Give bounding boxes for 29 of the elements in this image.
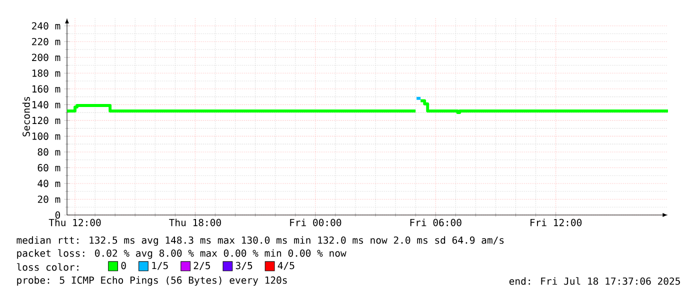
legend-label: 2/5 <box>194 262 210 270</box>
y-tick-label: 20 m <box>38 196 60 203</box>
y-tick-label: 0 <box>55 211 60 219</box>
text: end: Fri Jul 18 17:37:06 2025 <box>509 277 680 285</box>
text: median rtt: 132.5 ms avg 148.3 ms max 130.0 ms min 132.0 ms now 2.0 ms sd 64.9 am/s <box>16 236 504 246</box>
legend-label: 0 <box>121 262 126 270</box>
y-tick-label: 220 m <box>32 38 60 46</box>
legend-label: 3/5 <box>236 262 252 270</box>
y-tick-label: 120 m <box>32 116 60 124</box>
y-tick-label: 60 m <box>38 164 60 172</box>
y-tick-label: 80 m <box>38 148 60 156</box>
y-tick-label: 200 m <box>32 54 60 62</box>
y-tick-label: 40 m <box>38 180 60 188</box>
legend-label: 4/5 <box>278 262 294 270</box>
text: probe: 5 ICMP Echo Pings (56 Bytes) every 120s <box>17 276 287 286</box>
y-tick-label: 100 m <box>32 132 60 140</box>
y-tick-label: 180 m <box>32 69 60 77</box>
y-tick-label: 160 m <box>32 85 60 93</box>
x-tick-label: Fri 06:00 <box>410 218 462 226</box>
x-tick-label: Fri 00:00 <box>290 218 342 226</box>
x-tick-label: Fri 12:00 <box>530 218 582 226</box>
legend-title: loss color: <box>17 263 78 271</box>
x-tick-label: Thu 12:00 <box>48 218 101 226</box>
text: packet loss: 0.02 % avg 8.00 % max 0.00 % min 0.00 % now <box>17 249 346 259</box>
y-tick-label: 240 m <box>32 22 60 30</box>
y-axis-title: Seconds <box>22 96 30 136</box>
y-tick-label: 140 m <box>32 101 60 108</box>
legend-label: 1/5 <box>152 262 168 270</box>
x-tick-label: Thu 18:00 <box>169 218 221 226</box>
